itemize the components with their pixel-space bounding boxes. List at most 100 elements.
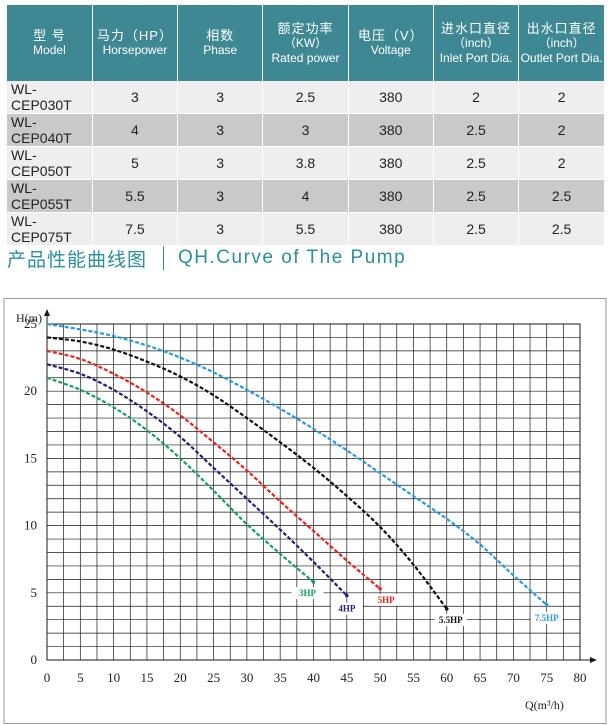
cell-outlet: 2 [518,81,604,114]
y-tick-label: 10 [24,518,37,533]
x-tick-label: 0 [44,670,51,685]
header-model-en: Model [33,43,66,57]
header-horsepower-en: Horsepower [102,43,168,57]
series-label-bg-7-5hp [530,611,563,624]
x-tick-label: 75 [540,670,553,685]
cell-outlet: 2 [518,113,604,147]
cell-outlet: 2 [518,146,604,180]
series-line-4hp [46,363,348,597]
series-endpoint-5hp [378,586,382,591]
cell-model: WL-CEP050T [7,146,93,180]
cell-model: WL-CEP075T [7,212,93,246]
cell-phase: 3 [177,146,264,180]
x-tick-label: 80 [574,670,587,685]
y-axis-label: H(m) [16,311,42,325]
header-rated-power-unit: （KW） [283,35,328,50]
series-line-3hp [46,376,315,583]
cell-voltage: 380 [348,179,434,213]
series-line-7-5hp [46,322,548,606]
y-tick-label: 15 [24,450,37,465]
cell-model: WL-CEP030T [7,81,93,114]
series-endpoint-3hp [311,580,316,584]
header-rated-power: 额定功率 （KW） Rated power [262,5,349,81]
cell-voltage: 380 [348,212,434,246]
header-rated-power-en: Rated power [271,50,340,65]
series-endpoint-4hp [345,593,349,598]
cell-phase: 3 [177,212,264,246]
x-tick-label: 30 [240,670,253,685]
y-axis-arrow [44,309,50,316]
x-tick-label: 60 [440,670,453,685]
cell-horsepower: 5 [92,146,179,180]
series-label-bg-4hp [330,602,363,615]
section-title-en: QH.Curve of The Pump [178,247,407,268]
header-model-cn: 型 号 [33,28,66,43]
cell-inlet: 2.5 [433,212,520,246]
cell-rated-power: 2.5 [262,81,349,114]
series-label-bg-3hp [291,587,324,600]
series-label-5-5hp: 5.5HP [439,615,463,625]
series-label-7-5hp: 7.5HP [535,613,559,623]
header-inlet-port-en: Inlet Port Dia. [439,50,513,65]
header-voltage-cn: 电压（V） [357,28,424,43]
title-divider [163,246,165,270]
table-row: WL-CEP050T 5 3 3.8 380 2.5 2 [7,146,604,180]
series-label-4hp: 4HP [338,603,356,613]
cell-voltage: 380 [348,81,434,114]
x-tick-label: 10 [107,670,120,685]
cell-horsepower: 5.5 [92,179,179,213]
series-label-bg-5-5hp [434,613,467,626]
x-tick-label: 70 [507,670,520,685]
y-tick-label: 25 [24,316,37,331]
chart-grid [46,323,581,661]
cell-rated-power: 3 [262,113,349,147]
x-tick-label: 40 [307,670,320,685]
cell-voltage: 380 [348,113,434,147]
x-tick-label: 15 [140,670,153,685]
cell-phase: 3 [177,81,264,114]
cell-phase: 3 [177,113,264,147]
header-phase: 相数 Phase [177,5,264,81]
series-line-5hp [46,349,381,590]
x-tick-label: 35 [274,670,287,685]
cell-horsepower: 3 [92,81,179,114]
header-inlet-port-unit: （inch） [453,35,500,50]
x-axis-arrow [590,657,597,663]
table-header-row: 型 号 Model 马力（HP） Horsepower 相数 Phase 额定功率 （K… [7,5,604,81]
header-phase-cn: 相数 [206,28,235,43]
section-title: 产品性能曲线图 QH.Curve of The Pump [7,244,406,272]
x-tick-label: 50 [374,670,387,685]
series-line-5-5hp [46,336,448,610]
y-tick-label: 0 [31,652,38,667]
header-horsepower-cn: 马力（HP） [96,28,173,43]
qh-curve-chart: 0 5 10 15 20 25 30 35 40 45 50 55 60 65 70 75 80 0 5 10 15 20… [3,298,607,724]
header-voltage-en: Voltage [370,43,411,57]
x-tick-label: 45 [340,670,353,685]
x-tick-label: 5 [77,670,84,685]
chart-series-labels: 3HP 4HP 5HP 5.5HP 7.5HP [291,587,563,626]
header-model: 型 号 Model [7,5,93,81]
cell-phase: 3 [177,179,264,213]
series-label-5hp: 5HP [378,595,396,605]
x-tick-label: 20 [174,670,187,685]
header-inlet-port-cn: 进水口直径 [441,20,512,36]
spec-table: 型 号 Model 马力（HP） Horsepower 相数 Phase 额定功率 （K… [7,5,604,246]
series-endpoint-5-5hp [444,607,449,611]
series-endpoint-7-5hp [544,603,549,607]
cell-model: WL-CEP055T [7,179,93,213]
header-rated-power-cn: 额定功率 [277,20,334,36]
cell-model: WL-CEP040T [7,113,93,147]
cell-outlet: 2.5 [518,212,604,246]
cell-horsepower: 4 [92,113,179,147]
cell-inlet: 2.5 [433,146,520,180]
cell-voltage: 380 [348,146,434,180]
table-row: WL-CEP075T 7.5 3 5.5 380 2.5 2.5 [7,212,604,246]
cell-rated-power: 3.8 [262,146,349,180]
cell-horsepower: 7.5 [92,212,179,246]
cell-outlet: 2.5 [518,179,604,213]
series-label-3hp: 3HP [299,588,317,598]
x-tick-label: 55 [407,670,420,685]
y-tick-label: 20 [24,383,37,398]
section-title-cn: 产品性能曲线图 [7,249,148,271]
cell-inlet: 2 [433,81,520,114]
